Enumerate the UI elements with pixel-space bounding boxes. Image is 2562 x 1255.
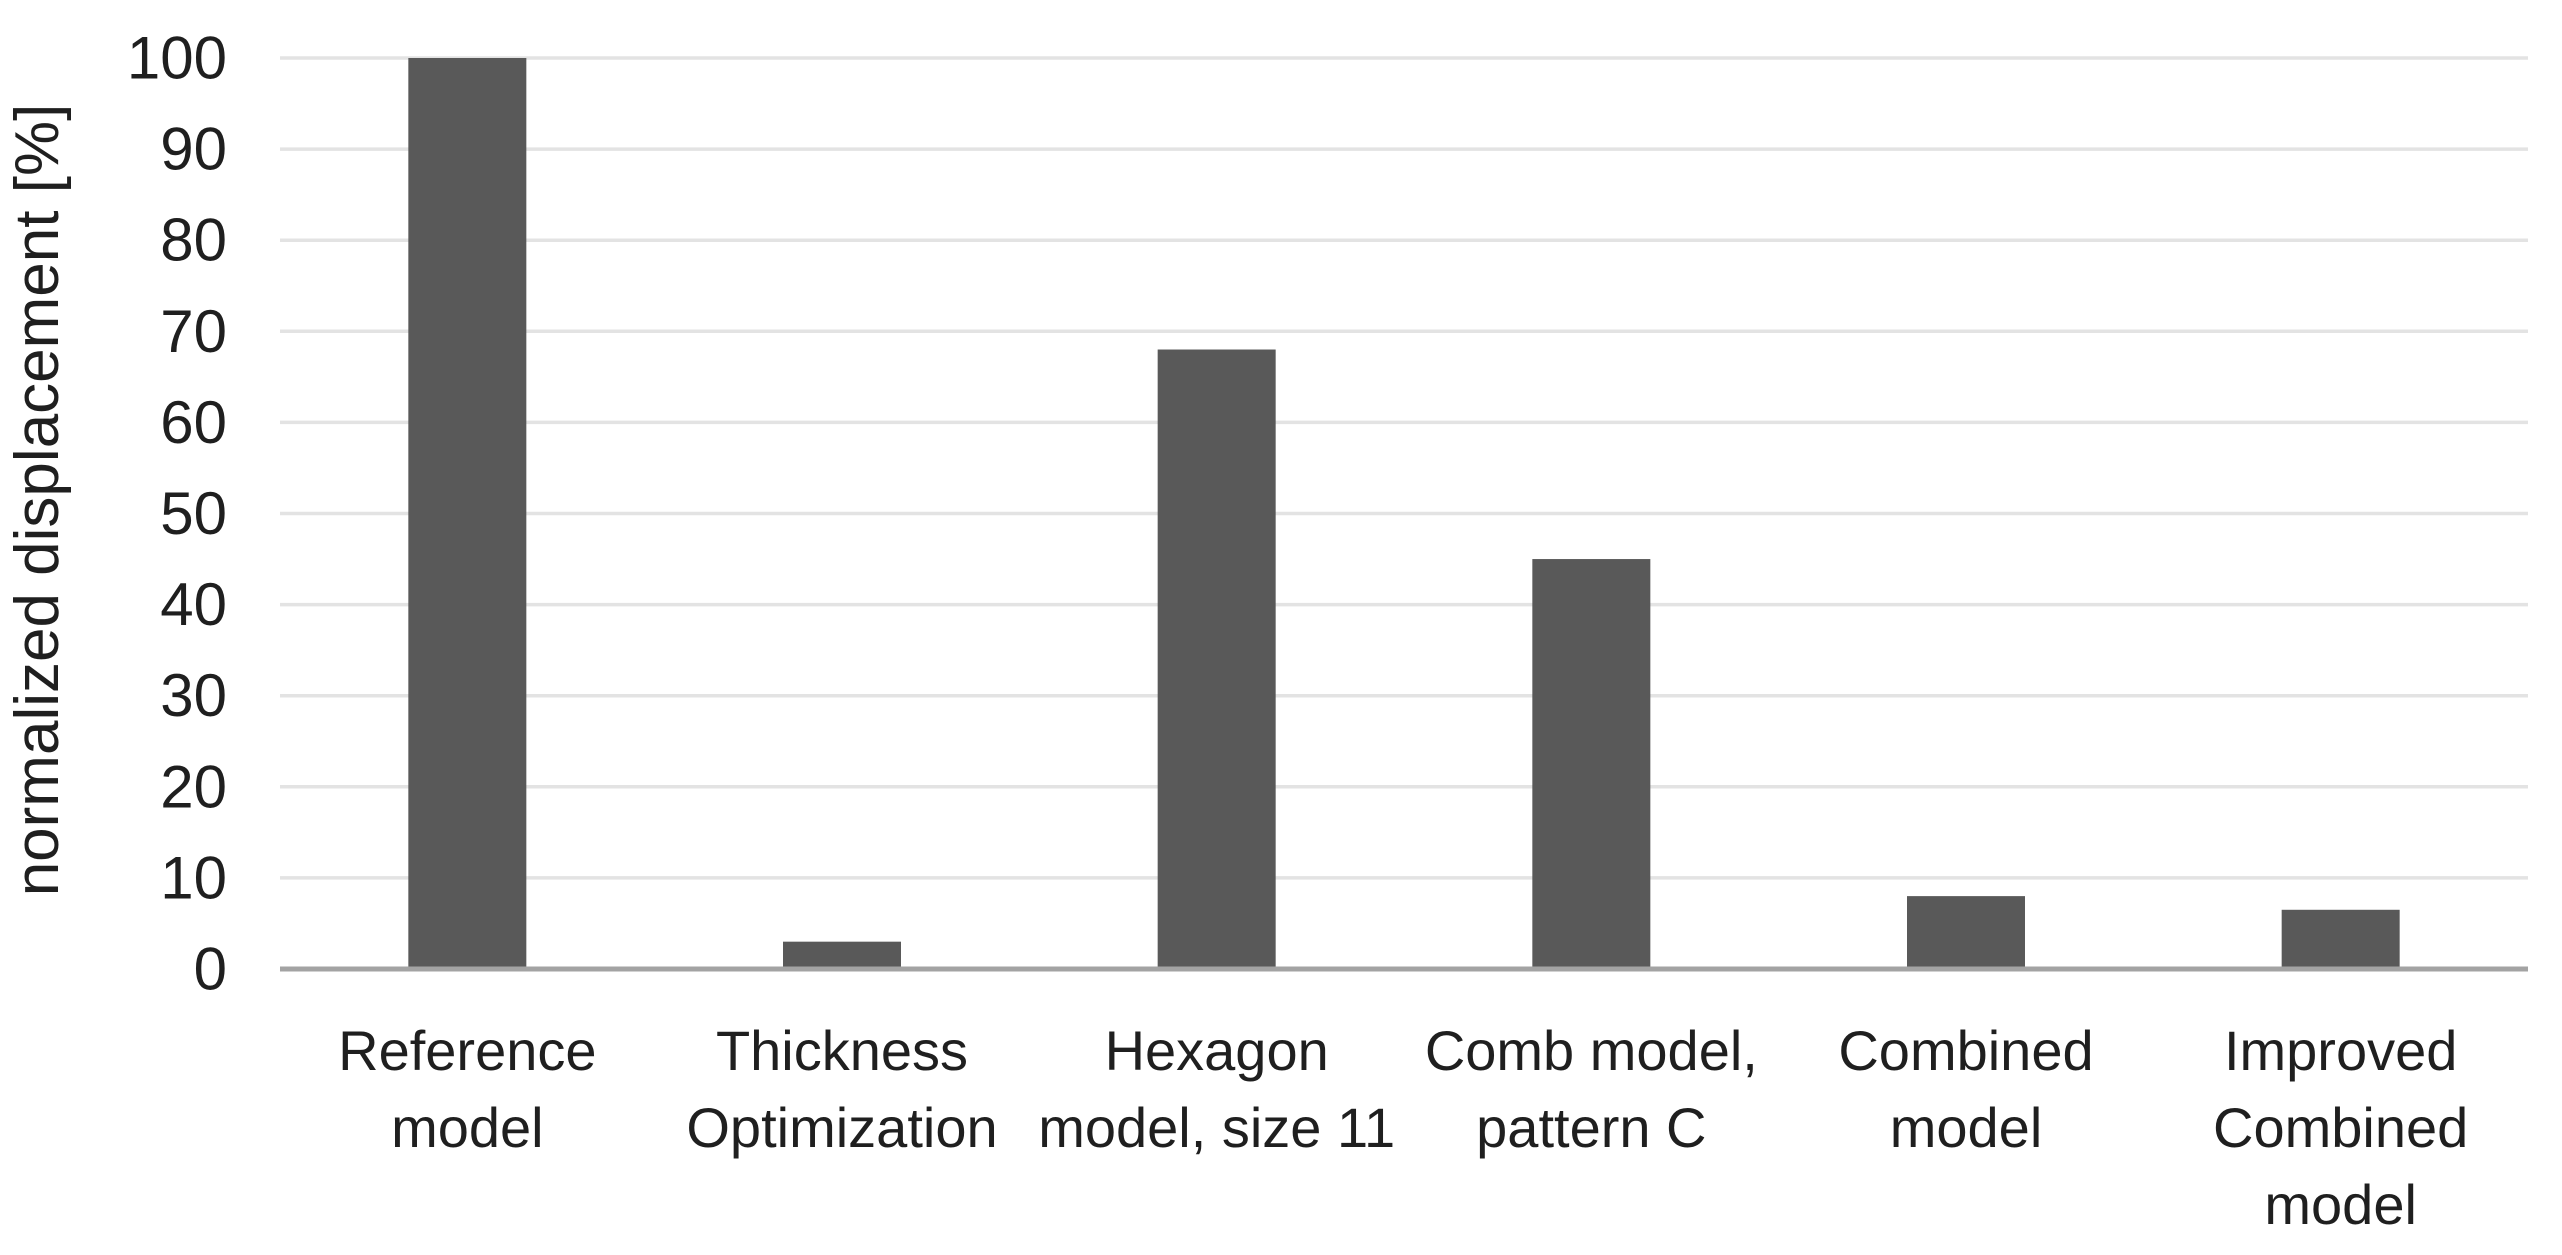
x-category-label-line: Optimization <box>686 1096 997 1159</box>
x-category-label: Thickness Optimization <box>686 1019 997 1159</box>
y-tick-label: 40 <box>160 571 227 638</box>
bar <box>408 58 527 969</box>
x-category-label-line: Combined <box>2213 1096 2468 1159</box>
x-category-label-line: Comb model, <box>1425 1019 1758 1082</box>
bars-group <box>408 58 2400 969</box>
y-axis-title: normalized displacement [%] <box>3 104 72 897</box>
y-tick-labels-group: 0 10 20 30 40 50 60 70 80 90 100 <box>127 25 227 1003</box>
x-category-labels-group: Reference model Thickness Optimization Hexag… <box>338 1019 2468 1236</box>
y-tick-label: 20 <box>160 753 227 820</box>
x-category-label-line: model <box>1890 1096 2043 1159</box>
x-category-label: Improved Combined model <box>2213 1019 2468 1236</box>
x-category-label: Combined model <box>1838 1019 2093 1159</box>
x-category-label-line: model <box>2264 1173 2417 1236</box>
bar <box>1907 896 2025 969</box>
gridlines-group <box>280 56 2528 880</box>
x-category-label-line: Reference <box>338 1019 596 1082</box>
y-tick-label: 100 <box>127 25 227 92</box>
x-category-label: Comb model, pattern C <box>1425 1019 1758 1159</box>
x-category-label-line: Improved <box>2224 1019 2457 1082</box>
y-tick-label: 50 <box>160 480 227 547</box>
x-category-label: Reference model <box>338 1019 596 1159</box>
x-category-label-line: Combined <box>1838 1019 2093 1082</box>
y-tick-label: 70 <box>160 298 227 365</box>
x-category-label-line: Hexagon <box>1105 1019 1329 1082</box>
x-category-label-line: pattern C <box>1476 1096 1706 1159</box>
y-tick-label: 90 <box>160 116 227 183</box>
x-category-label: Hexagon model, size 11 <box>1038 1019 1395 1159</box>
bar <box>1157 349 1276 969</box>
bar <box>1532 559 1651 969</box>
x-category-label-line: model, size 11 <box>1038 1096 1395 1159</box>
y-tick-label: 60 <box>160 389 227 456</box>
bar <box>783 941 901 969</box>
y-tick-label: 80 <box>160 207 227 274</box>
x-category-label-line: model <box>391 1096 544 1159</box>
y-tick-label: 10 <box>160 844 227 911</box>
bar <box>2281 909 2400 969</box>
x-category-label-line: Thickness <box>716 1019 968 1082</box>
y-tick-label: 30 <box>160 662 227 729</box>
y-tick-label: 0 <box>194 936 227 1003</box>
